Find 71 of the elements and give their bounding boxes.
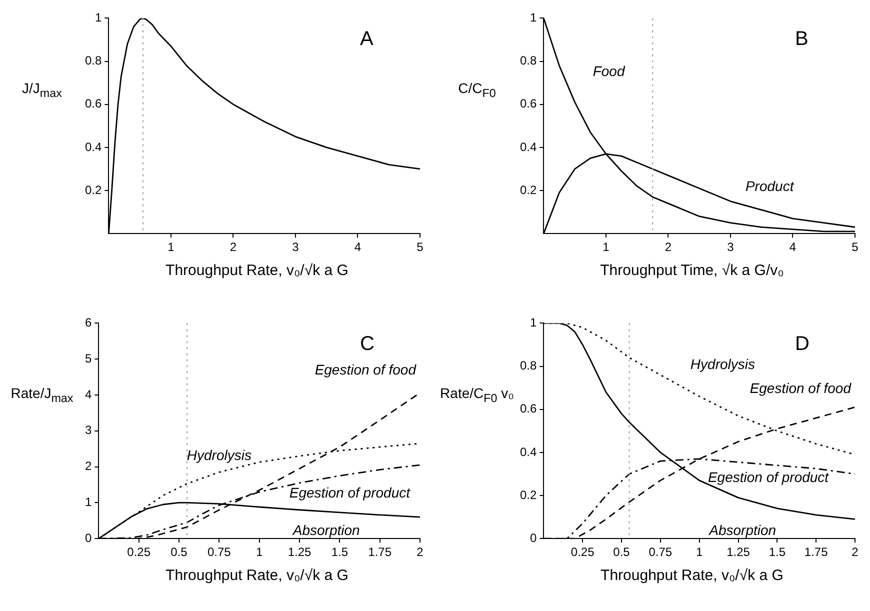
y-tick-label: 0.6 — [520, 402, 537, 416]
x-tick-label: 0.75 — [207, 545, 232, 560]
y-tick-label: 0.4 — [520, 444, 537, 459]
y-tick-label: 0 — [84, 530, 92, 545]
y-axis-title: Rate/J$_{max}$ — [10, 385, 74, 405]
x-tick-label: 0.25 — [127, 545, 151, 560]
x-axis-title: Throughput Rate, v₀/√k a G — [164, 567, 350, 584]
y-tick-label: 1 — [94, 10, 102, 25]
x-axis-title: Throughput Rate, v₀/√k a G — [164, 262, 350, 279]
x-tick-label: 0.25 — [570, 545, 595, 560]
y-tick-label: 0 — [530, 530, 537, 545]
y-tick-label: 1 — [530, 316, 537, 330]
y-tick-label: 0.8 — [84, 54, 102, 68]
y-tick-label: 3 — [84, 423, 92, 438]
x-tick-label: 0.5 — [613, 545, 630, 560]
series-label: Absorption — [708, 522, 776, 538]
text: A — [360, 28, 374, 52]
x-tick-label: 1.75 — [804, 545, 828, 560]
x-tick-label: 4 — [789, 240, 796, 254]
y-tick-label: 0.8 — [520, 54, 537, 68]
y-tick-label: 6 — [84, 316, 92, 330]
y-tick-label: 5 — [84, 351, 92, 366]
x-tick-label: 2 — [664, 240, 672, 254]
text: D — [795, 333, 810, 356]
text: B — [795, 28, 808, 52]
y-tick-label: 0.4 — [84, 140, 102, 154]
series-label: Absorption — [292, 522, 360, 538]
x-axis-title: Throughput Rate, v₀/√k a G — [600, 567, 784, 584]
y-tick-label: 0.8 — [520, 358, 537, 373]
series-label: Hydrolysis — [690, 356, 756, 372]
y-tick-label: 0.2 — [84, 182, 102, 197]
x-tick-label: 1.5 — [768, 545, 786, 560]
x-tick-label: 1 — [256, 545, 263, 560]
y-tick-label: 1 — [530, 10, 537, 25]
y-tick-label: 0.2 — [520, 182, 537, 197]
series-label: Egestion of food — [314, 362, 418, 378]
series-label: Egestion of product — [708, 469, 830, 486]
x-tick-label: 3 — [292, 240, 300, 254]
y-tick-label: 1 — [84, 495, 92, 510]
x-tick-label: 1 — [168, 240, 175, 254]
y-axis-title: Rate/C$_{F0}$ v₀ — [439, 385, 515, 405]
x-tick-label: 5 — [416, 240, 424, 254]
series-label: Egestion of food — [750, 380, 852, 396]
y-tick-label: 0.4 — [520, 140, 537, 154]
y-tick-label: 0.2 — [520, 488, 537, 502]
series-label: Egestion of product — [289, 484, 412, 501]
series-label: Food — [592, 63, 626, 80]
x-tick-label: 1.75 — [368, 545, 392, 560]
x-tick-label: 1.25 — [726, 545, 750, 560]
x-axis-title: Throughput Time, √k a G/v₀ — [599, 262, 785, 279]
x-tick-label: 3 — [727, 240, 734, 254]
x-tick-label: 1.25 — [288, 545, 312, 560]
x-tick-label: 1 — [696, 545, 703, 560]
x-tick-label: 2 — [230, 240, 237, 254]
x-tick-label: 1 — [602, 240, 610, 254]
y-tick-label: 4 — [84, 387, 92, 402]
x-tick-label: 2 — [852, 545, 859, 560]
y-axis-title: J/J$_{max}$ — [21, 80, 63, 100]
series-label: Product — [745, 178, 795, 194]
x-tick-label: 0.75 — [648, 545, 672, 560]
x-tick-label: 0.5 — [170, 545, 188, 560]
x-tick-label: 4 — [354, 240, 362, 254]
x-tick-label: 2 — [416, 545, 424, 560]
y-tick-label: 0.6 — [520, 96, 537, 111]
x-tick-label: 5 — [852, 240, 859, 254]
y-axis-title: C/C$_{F0}$ — [457, 80, 497, 100]
text: C — [360, 333, 374, 356]
series-label: Hydrolysis — [186, 447, 252, 464]
y-tick-label: 0.6 — [84, 96, 102, 111]
x-tick-label: 1.5 — [331, 545, 348, 560]
y-tick-label: 2 — [84, 459, 92, 474]
